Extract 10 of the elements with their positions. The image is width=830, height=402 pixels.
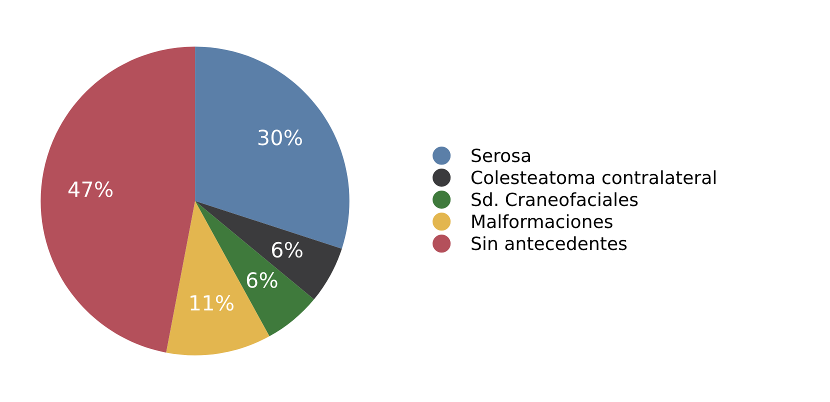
data-label: 11%: [190, 294, 234, 311]
data-label: 6%: [246, 272, 278, 288]
data-label: 6%: [272, 242, 302, 258]
data-label: 30%: [258, 130, 302, 146]
legend-label: Malformaciones: [472, 214, 612, 228]
legend-label: Colesteatoma contralateral: [472, 170, 716, 184]
legend-label: Sd. Craneofaciales: [472, 192, 638, 206]
legend-label: Sin antecedentes: [472, 236, 627, 250]
legend-label: Serosa: [472, 148, 530, 162]
data-label: 47%: [68, 181, 113, 198]
